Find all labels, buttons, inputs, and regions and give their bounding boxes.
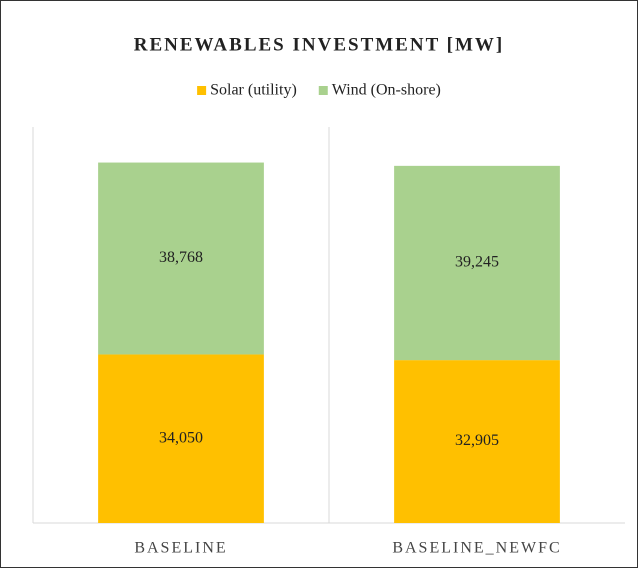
bar-segment (98, 354, 264, 523)
bar-segment (98, 162, 264, 355)
legend-swatch (318, 86, 328, 95)
data-label: 39,245 (455, 254, 499, 271)
data-label: 34,050 (159, 429, 203, 446)
data-label: 38,768 (159, 249, 203, 266)
x-tick-label: BASELINE (134, 540, 227, 557)
legend-label: Solar (utility) (210, 82, 297, 99)
legend-label: Wind (On-shore) (332, 82, 441, 99)
legend-swatch (197, 86, 207, 95)
chart-title: RENEWABLES INVESTMENT [MW] (134, 34, 504, 55)
data-label: 32,905 (455, 432, 499, 449)
bar-segment (394, 165, 560, 361)
x-tick-label: BASELINE_NEWFC (392, 540, 561, 557)
bar-segment (394, 360, 560, 523)
